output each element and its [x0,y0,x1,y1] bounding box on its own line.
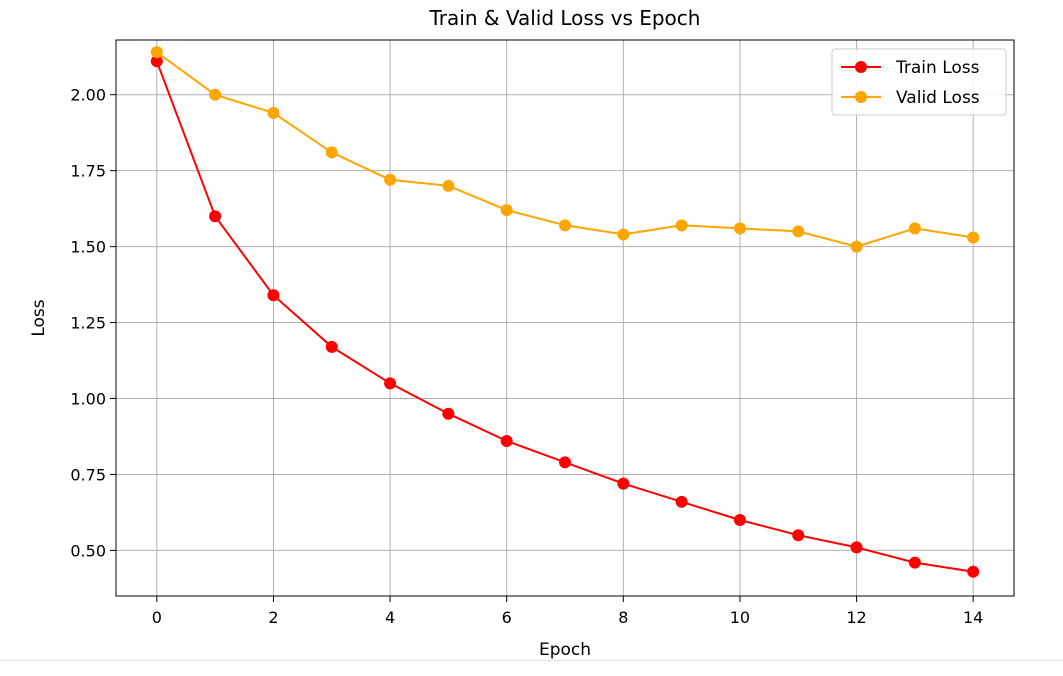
x-axis-label: Epoch [539,640,591,660]
valid-loss-point [267,106,280,119]
output-divider [0,660,1063,661]
train-loss-line [155,60,974,573]
x-tick-label: 2 [268,608,278,627]
y-tick-label: 1.75 [70,162,106,181]
y-tick-label: 1.25 [70,314,106,333]
x-tick-label: 0 [152,608,162,627]
valid-loss-point [442,179,455,192]
y-tick-label: 0.75 [70,465,106,484]
legend: Train Loss Valid Loss [831,48,1007,116]
chart-title: Train & Valid Loss vs Epoch [429,6,701,30]
train-loss-point [617,477,630,490]
train-loss-point [150,55,163,68]
legend-marker-valid [855,91,867,103]
train-loss-point [267,289,280,302]
valid-loss-point [733,222,746,235]
y-axis-ticks: 0.50 0.75 1.00 1.25 1.50 1.75 2.00 [70,86,116,560]
valid-loss-point [384,173,397,186]
valid-loss-point [967,231,980,244]
grid [116,40,1014,596]
valid-loss-point [325,146,338,159]
train-loss-point [325,340,338,353]
legend-label-valid: Valid Loss [896,88,980,108]
plot-frame [115,39,1015,597]
train-loss-point [559,456,571,469]
y-tick-label: 0.50 [70,541,106,560]
train-loss-point [850,541,863,554]
train-loss-point [908,556,921,569]
train-loss-point [384,377,397,390]
legend-label-train: Train Loss [895,58,980,78]
x-axis-ticks: 0 2 4 6 8 10 12 14 [152,596,983,627]
valid-loss-point [150,46,163,59]
legend-marker-train [855,61,867,73]
y-tick-label: 2.00 [70,86,106,105]
x-tick-label: 14 [963,608,983,627]
valid-loss-point [500,204,513,217]
valid-loss-point [559,219,571,232]
valid-loss-point [908,222,921,235]
y-tick-label: 1.00 [70,390,106,409]
valid-loss-point [792,225,805,238]
x-tick-label: 12 [846,608,866,627]
train-loss-point [967,565,980,578]
train-loss-point [733,514,746,527]
train-loss-point [209,210,222,223]
x-tick-label: 8 [618,608,628,627]
train-loss-point [500,435,513,448]
x-tick-label: 10 [730,608,750,627]
train-loss-point [442,407,455,420]
valid-loss-point [675,219,688,232]
legend-box [831,48,1007,116]
y-tick-label: 1.50 [70,238,106,257]
valid-loss-point [850,240,863,253]
series-layer [150,46,980,578]
valid-loss-point [617,228,630,241]
train-loss-point [792,529,805,542]
x-tick-label: 4 [385,608,395,627]
x-tick-label: 6 [502,608,512,627]
valid-loss-point [209,88,222,101]
y-axis-label: Loss [29,299,49,336]
train-loss-point [675,495,688,508]
